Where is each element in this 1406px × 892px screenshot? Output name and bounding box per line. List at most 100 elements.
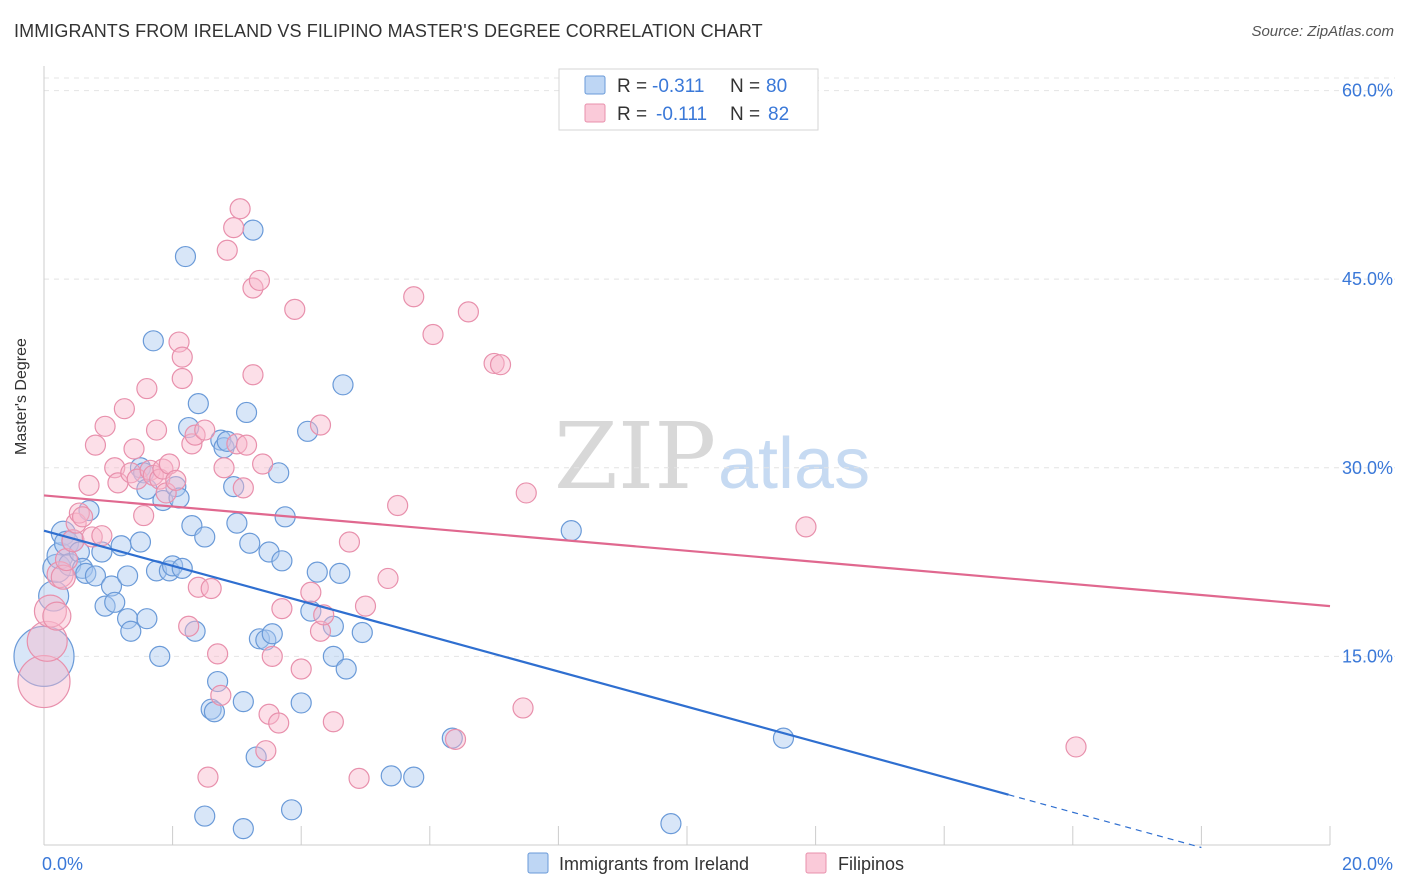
source-label: Source: ZipAtlas.com [1251, 23, 1394, 40]
legend-n-label-filipinos: N = [730, 104, 760, 125]
ireland-point [322, 645, 344, 667]
filipinos-point [1065, 736, 1087, 758]
filipinos-point [210, 684, 232, 706]
filipinos-point [229, 198, 251, 220]
ireland-point [194, 526, 216, 548]
filipinos-point [255, 740, 277, 762]
filipinos-point [181, 433, 203, 455]
ireland-point [560, 520, 582, 542]
filipinos-point [444, 728, 467, 750]
filipinos-point [133, 504, 155, 527]
filipinos-point [457, 301, 479, 323]
y-tick-label: 15.0% [1342, 646, 1393, 666]
ireland-point [290, 692, 312, 714]
ireland-point [248, 628, 271, 650]
filipinos-point [512, 697, 534, 719]
ireland-point [332, 374, 354, 396]
filipinos-point [33, 594, 68, 628]
ireland-point [351, 621, 373, 644]
filipinos-point [194, 419, 216, 441]
legend-n-label-ireland: N = [730, 76, 760, 97]
filipinos-point [309, 414, 332, 436]
ireland-point [772, 727, 795, 749]
ireland-point [142, 330, 164, 352]
chart-title: IMMIGRANTS FROM IRELAND VS FILIPINO MAST… [14, 21, 763, 41]
filipinos-point [232, 477, 254, 499]
x-tick-label: 20.0% [1342, 854, 1393, 874]
ireland-point [239, 532, 261, 554]
ireland-point [232, 691, 254, 713]
ireland-point [261, 623, 283, 645]
filipinos-point [248, 269, 271, 292]
filipinos-point [403, 286, 425, 308]
watermark-zip: ZIP [554, 403, 716, 510]
ireland-point [104, 591, 126, 613]
filipinos-point [483, 352, 505, 375]
ireland-point [194, 805, 216, 827]
ireland-point [120, 620, 142, 642]
filipinos-point [42, 601, 72, 631]
filipinos-point [50, 564, 76, 590]
ireland-point [116, 608, 139, 630]
filipinos-point [515, 482, 537, 504]
filipinos-point [207, 643, 229, 665]
filipinos-point [165, 469, 187, 491]
legend-r-value-filipinos: -0.111 [656, 104, 707, 125]
ireland-point [68, 541, 90, 563]
legend-r-label-filipinos: R = [617, 104, 647, 125]
filipinos-point [171, 346, 193, 368]
filipinos-point [309, 620, 332, 642]
filipinos-point [171, 367, 193, 390]
filipinos-point [235, 434, 258, 456]
ireland-point [258, 541, 280, 563]
ireland-point [232, 818, 254, 840]
ireland-point [380, 765, 402, 787]
watermark-atlas: atlas [718, 424, 870, 504]
ireland-point [100, 575, 123, 597]
ireland-point [226, 512, 248, 534]
filipinos-point [184, 424, 206, 446]
series-legend: Immigrants from Ireland Filipinos [527, 852, 904, 874]
filipinos-point [17, 654, 71, 709]
legend-swatch-ireland-bottom [527, 852, 549, 874]
filipinos-trend-line [43, 494, 1331, 608]
filipinos-point [145, 419, 168, 441]
legend-swatch-filipinos-bottom [805, 852, 827, 874]
legend-label-ireland: Immigrants from Ireland [559, 854, 749, 874]
y-tick-label: 30.0% [1342, 458, 1393, 478]
filipinos-point [91, 525, 113, 547]
filipinos-point [84, 434, 107, 456]
filipinos-point [252, 453, 274, 475]
ireland-trend-extension [1008, 794, 1202, 849]
filipinos-point [71, 506, 94, 528]
filipinos-point [422, 323, 444, 346]
x-tick-label: 0.0% [42, 854, 83, 874]
ireland-point [187, 393, 209, 415]
filipinos-point [46, 561, 74, 589]
tick-labels: 15.0% 30.0% 45.0% 60.0% 0.0% 20.0% [42, 81, 1393, 874]
stats-legend: R = -0.311 N = 80 R = -0.111 N = 82 [558, 68, 819, 131]
legend-swatch-filipinos [584, 103, 606, 123]
legend-swatch-ireland [584, 75, 606, 95]
filipinos-point [213, 457, 235, 479]
ireland-point [255, 629, 277, 651]
filipinos-point [68, 502, 90, 524]
filipinos-point [78, 474, 100, 496]
filipinos-point [261, 645, 283, 667]
filipinos-point [377, 567, 399, 590]
filipinos-point [338, 531, 361, 553]
ireland-point [271, 550, 293, 572]
filipinos-point [123, 438, 145, 460]
filipinos-point [94, 415, 116, 437]
ireland-point [280, 799, 303, 821]
y-tick-label: 45.0% [1342, 269, 1393, 289]
filipinos-point [126, 468, 148, 490]
filipinos-point [54, 547, 79, 572]
ireland-point [329, 562, 351, 585]
ireland-point [660, 813, 682, 835]
ireland-point [207, 670, 229, 693]
ireland-trend-line [43, 529, 1009, 796]
ireland-point [242, 219, 264, 241]
filipinos-point [26, 620, 68, 662]
